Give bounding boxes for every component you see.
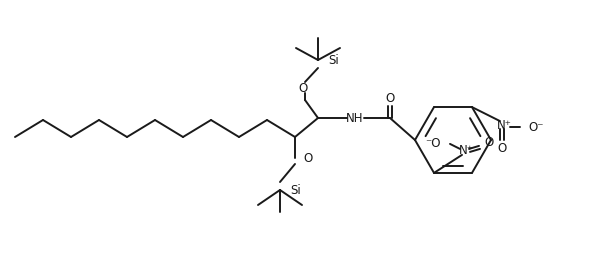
Text: O: O [298, 82, 308, 95]
Text: O: O [497, 141, 507, 154]
Text: O: O [303, 151, 312, 164]
Text: O: O [484, 136, 493, 149]
Text: ⁻O: ⁻O [426, 137, 441, 150]
Text: Si: Si [328, 53, 339, 66]
Text: N⁺: N⁺ [496, 119, 511, 132]
Text: N⁺: N⁺ [458, 144, 473, 157]
Text: NH: NH [346, 111, 364, 124]
Text: O⁻: O⁻ [528, 121, 543, 134]
Text: O: O [385, 92, 394, 105]
Text: Si: Si [290, 183, 301, 196]
